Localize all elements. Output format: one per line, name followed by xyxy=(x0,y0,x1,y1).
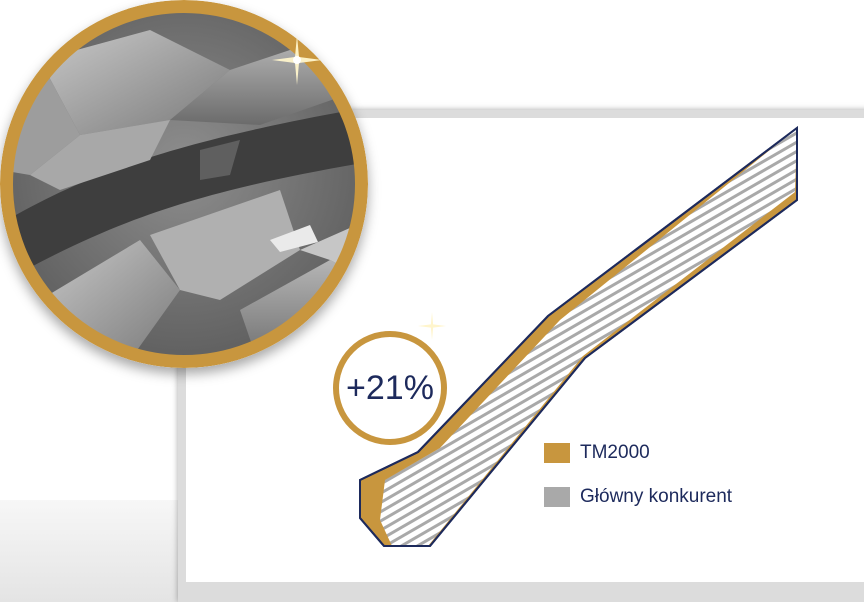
tire-tread-image xyxy=(0,0,368,368)
legend-item-competitor: Główny konkurent xyxy=(544,480,732,514)
legend-label-competitor: Główny konkurent xyxy=(580,486,733,507)
sparkle-icon-small xyxy=(418,312,446,340)
competitor-band xyxy=(380,128,797,546)
legend-label-tm2000: TM2000 xyxy=(580,442,650,463)
improvement-badge: +21% xyxy=(333,331,447,445)
legend-item-tm2000: TM2000 xyxy=(544,436,732,470)
background-band xyxy=(0,500,190,602)
sparkle-icon xyxy=(272,35,322,85)
legend-swatch-gray xyxy=(544,487,570,507)
improvement-value: +21% xyxy=(346,368,434,407)
legend-swatch-gold xyxy=(544,443,570,463)
legend: TM2000 Główny konkurent xyxy=(544,436,732,524)
